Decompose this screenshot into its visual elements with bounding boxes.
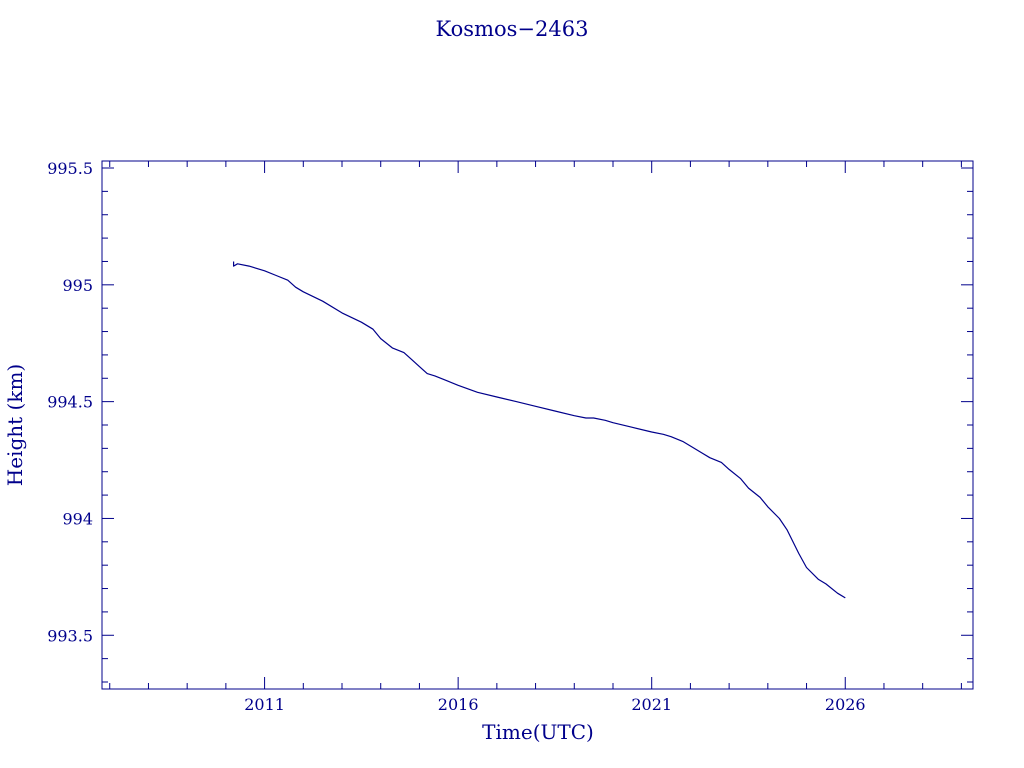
x-tick-label: 2021 [631,695,672,714]
x-axis-title: Time(UTC) [482,720,594,744]
y-tick-label: 993.5 [47,626,93,645]
y-tick-label: 995.5 [47,159,93,178]
x-tick-label: 2016 [438,695,479,714]
y-tick-label: 994 [62,509,93,528]
x-tick-label: 2026 [825,695,866,714]
axis-ticks [102,161,973,689]
chart-title: Kosmos−2463 [436,17,589,41]
plot-frame [101,160,974,690]
series-line [233,261,846,599]
y-tick-label: 995 [62,276,93,295]
series-group [233,261,846,599]
x-tick-label: 2011 [244,695,285,714]
y-axis-title: Height (km) [3,364,27,486]
y-tick-label: 994.5 [47,393,93,412]
axis-tick-labels: 2011 2016 2021 2026 993.5 994 994.5 995 995.5 [47,159,865,714]
